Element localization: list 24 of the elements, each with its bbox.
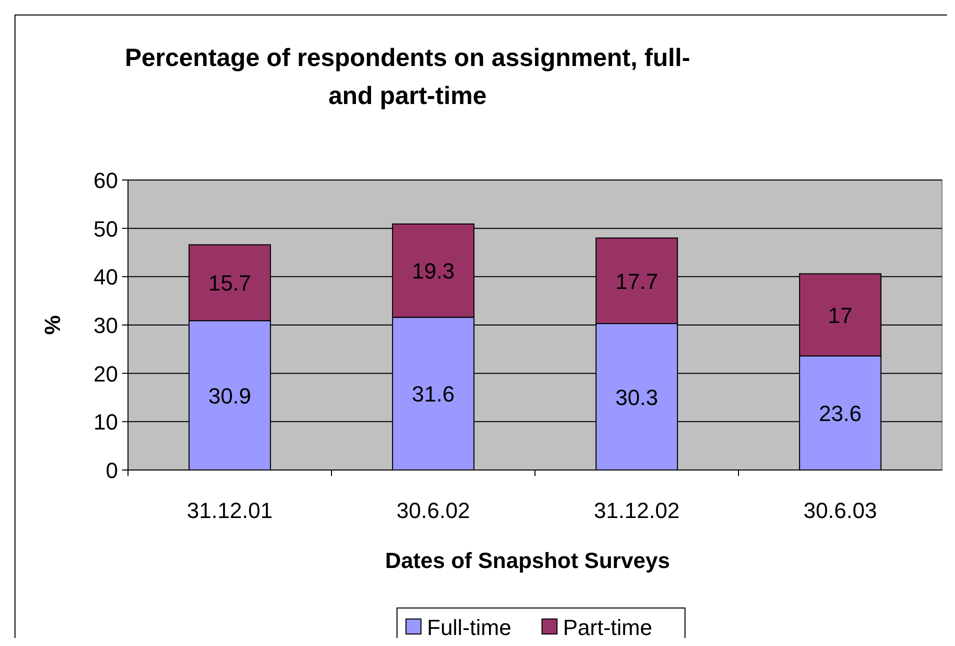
data-label: 17.7 xyxy=(615,268,658,294)
data-label: 17 xyxy=(828,302,852,328)
legend-label: Full-time xyxy=(427,615,512,640)
x-tick-label: 31.12.01 xyxy=(186,498,273,523)
data-label: 30.9 xyxy=(208,383,252,408)
chart-title: Percentage of respondents on assignment, full- and part-time xyxy=(124,44,690,110)
y-tick-label: 0 xyxy=(106,458,118,483)
data-label: 23.6 xyxy=(818,400,862,426)
data-label: 15.7 xyxy=(208,270,252,296)
data-label: 31.6 xyxy=(412,382,455,407)
y-tick-label: 30 xyxy=(94,313,118,338)
x-tick-label: 30.6.03 xyxy=(804,498,877,523)
x-tick-label: 30.6.02 xyxy=(396,498,470,523)
y-tick-label: 10 xyxy=(94,410,118,435)
x-axis-title: Dates of Snapshot Surveys xyxy=(385,548,670,573)
y-axis-title: % xyxy=(40,315,65,335)
data-label: 19.3 xyxy=(412,258,455,284)
x-tick-label: 31.12.02 xyxy=(594,498,680,523)
data-label: 30.3 xyxy=(615,384,658,410)
legend-label: Part-time xyxy=(563,615,652,640)
y-tick-label: 20 xyxy=(94,361,118,386)
y-tick-label: 60 xyxy=(94,168,118,193)
y-tick-label: 50 xyxy=(94,216,118,242)
y-tick-label: 40 xyxy=(94,264,118,290)
